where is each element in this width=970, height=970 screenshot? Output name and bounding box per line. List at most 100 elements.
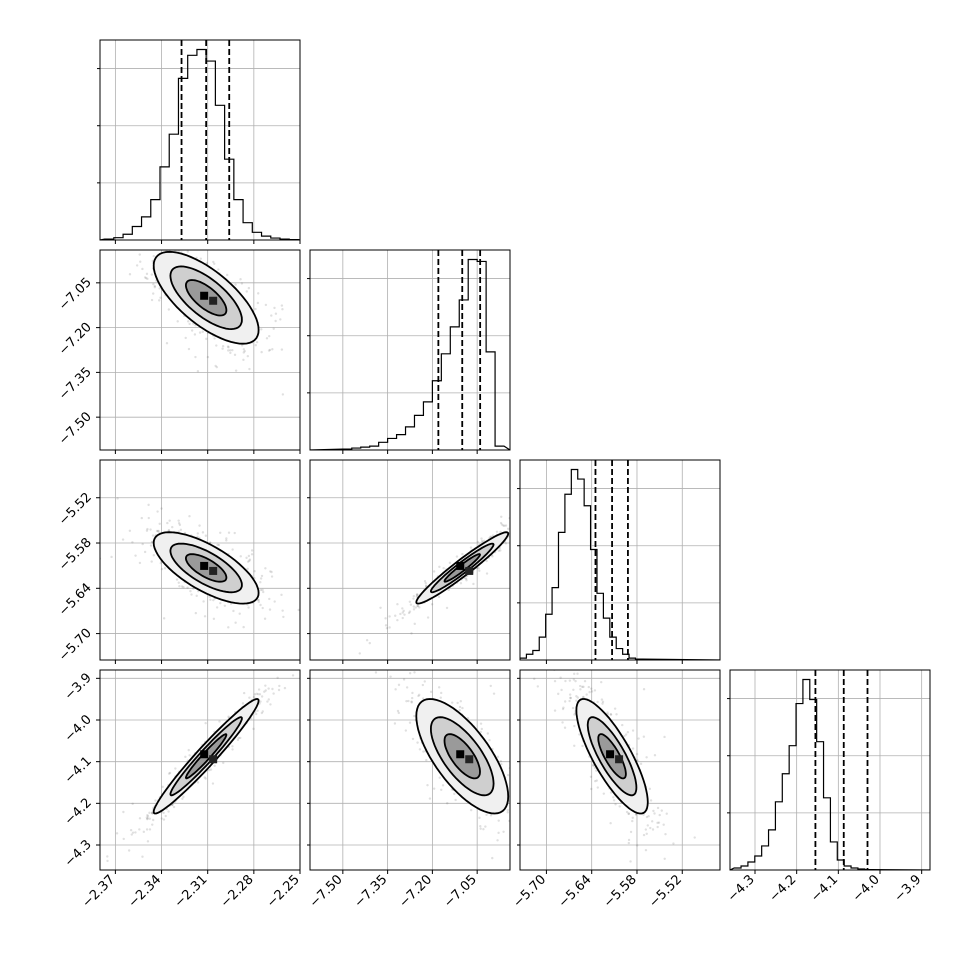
scatter-point xyxy=(140,516,143,520)
scatter-point xyxy=(218,720,221,723)
scatter-point xyxy=(156,241,158,243)
scatter-point xyxy=(437,595,441,599)
scatter-point xyxy=(495,530,499,533)
scatter-point xyxy=(614,803,617,806)
scatter-point xyxy=(421,697,425,700)
histogram-panel-1 xyxy=(307,249,511,454)
scatter-point xyxy=(389,675,392,678)
scatter-point xyxy=(148,828,152,831)
scatter-point xyxy=(142,830,146,834)
scatter-point xyxy=(585,693,588,696)
scatter-point xyxy=(188,515,191,518)
scatter-point xyxy=(135,264,139,267)
scatter-point xyxy=(165,342,169,345)
axes-frame xyxy=(309,669,511,871)
scatter-point xyxy=(440,788,443,791)
scatter-point xyxy=(255,712,258,716)
scatter-point xyxy=(193,333,197,336)
scatter-point xyxy=(429,690,433,694)
scatter-point xyxy=(388,615,391,618)
scatter-point xyxy=(506,811,509,814)
scatter-point xyxy=(257,600,260,604)
scatter-point xyxy=(144,276,148,280)
scatter-point xyxy=(206,355,210,359)
scatter-point xyxy=(257,688,261,691)
scatter-point xyxy=(425,758,428,762)
scatter-point xyxy=(511,527,513,529)
scatter-point xyxy=(151,534,155,537)
scatter-point xyxy=(194,611,198,615)
scatter-point xyxy=(524,505,526,507)
scatter-point xyxy=(385,627,389,630)
scatter-point xyxy=(145,816,149,819)
scatter-point xyxy=(187,347,191,351)
scatter-point xyxy=(441,784,445,787)
histogram-steps xyxy=(310,258,510,450)
scatter-point xyxy=(271,348,274,351)
scatter-point xyxy=(255,340,259,344)
scatter-point xyxy=(523,520,525,522)
scatter-point xyxy=(188,322,191,326)
scatter-point xyxy=(499,521,503,525)
scatter-point xyxy=(162,617,166,620)
scatter-point xyxy=(393,722,397,725)
scatter-point xyxy=(397,683,401,687)
scatter-point xyxy=(300,604,302,606)
scatter-point xyxy=(205,261,209,265)
scatter-point xyxy=(417,694,420,698)
scatter-point xyxy=(167,529,171,532)
scatter-point xyxy=(281,393,285,396)
scatter-point xyxy=(280,593,283,597)
scatter-point xyxy=(156,510,159,513)
scatter-point xyxy=(212,260,215,264)
scatter-point xyxy=(201,330,204,333)
scatter-point xyxy=(250,549,254,552)
scatter-point xyxy=(273,306,276,310)
scatter-point xyxy=(155,529,159,533)
scatter-point xyxy=(257,292,260,295)
scatter-point xyxy=(248,559,251,563)
scatter-point xyxy=(426,783,429,787)
density-peak xyxy=(209,566,218,575)
scatter-point xyxy=(182,795,185,799)
scatter-point xyxy=(246,560,250,563)
scatter-point xyxy=(410,701,413,704)
scatter-point xyxy=(121,538,125,541)
scatter-point xyxy=(208,769,211,772)
scatter-point xyxy=(455,555,459,558)
scatter-point xyxy=(280,304,284,307)
scatter-point xyxy=(384,617,387,620)
scatter-point xyxy=(274,319,277,323)
scatter-point xyxy=(241,702,245,705)
scatter-point xyxy=(177,522,181,525)
scatter-point xyxy=(581,685,584,689)
scatter-point xyxy=(513,531,515,533)
scatter-point xyxy=(138,817,142,820)
scatter-point xyxy=(401,616,404,620)
scatter-point xyxy=(131,802,134,806)
scatter-point xyxy=(129,828,133,832)
scatter-point xyxy=(248,558,252,561)
scatter-point xyxy=(212,617,216,621)
scatter-point xyxy=(438,565,441,569)
scatter-point xyxy=(402,678,406,681)
scatter-point xyxy=(482,828,485,831)
density-peak xyxy=(465,755,474,764)
scatter-point xyxy=(412,605,415,608)
scatter-point xyxy=(403,613,406,616)
scatter-point xyxy=(416,593,419,596)
scatter-point xyxy=(150,811,154,814)
scatter-point xyxy=(259,588,263,592)
scatter-point xyxy=(525,523,527,525)
scatter-point xyxy=(461,706,464,710)
scatter-point xyxy=(272,327,275,330)
scatter-point xyxy=(139,215,141,217)
scatter-point xyxy=(259,577,263,580)
scatter-point xyxy=(500,515,503,519)
scatter-point xyxy=(634,813,638,816)
scatter-point xyxy=(511,761,513,763)
scatter-point xyxy=(260,574,264,578)
scatter-point xyxy=(199,257,203,260)
scatter-point xyxy=(397,711,400,715)
